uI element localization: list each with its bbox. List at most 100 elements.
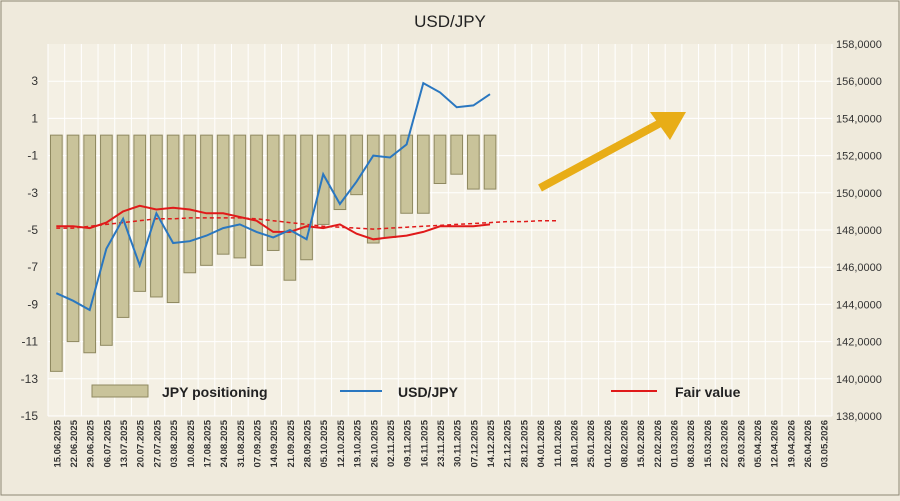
left-tick-label: -13 (21, 372, 39, 386)
legend-item-positioning: JPY positioning (91, 384, 268, 400)
legend: JPY positioning USD/JPY Fair value (91, 384, 741, 400)
bar-positioning (450, 134, 464, 175)
bar-positioning (266, 134, 280, 251)
chart-title: USD/JPY (414, 12, 486, 31)
x-tick-label: 22.06.2025 (69, 419, 80, 467)
left-tick-label: -3 (27, 186, 38, 200)
fair-value-series (56, 204, 557, 241)
bar-positioning (333, 134, 347, 211)
bar-positioning (116, 134, 130, 318)
bar-positioning (133, 134, 147, 292)
bar-positioning (283, 134, 297, 281)
legend-label-positioning: JPY positioning (162, 384, 268, 400)
x-tick-label: 11.01.2026 (553, 420, 564, 467)
x-tick-label: 05.10.2025 (319, 419, 330, 467)
right-tick-label: 148,0000 (836, 225, 882, 237)
x-tick-label: 16.11.2025 (419, 419, 430, 467)
bar-positioning (483, 134, 497, 190)
x-tick-label: 29.06.2025 (86, 419, 97, 467)
left-tick-label: 1 (31, 111, 38, 125)
x-tick-label: 30.11.2025 (453, 419, 464, 467)
x-tick-label: 23.11.2025 (436, 419, 447, 467)
x-tick-label: 21.12.2025 (503, 419, 514, 467)
bar-positioning (400, 134, 413, 214)
x-tick-label: 28.12.2025 (519, 419, 530, 467)
x-tick-label: 19.10.2025 (353, 419, 364, 467)
x-tick-label: 24.08.2025 (219, 419, 230, 467)
x-tick-label: 10.08.2025 (186, 419, 197, 467)
left-tick-label: -1 (27, 149, 38, 163)
arrow-shaft (538, 117, 666, 192)
right-tick-label: 146,0000 (836, 262, 882, 274)
legend-item-usdjpy: USD/JPY (340, 384, 459, 400)
x-tick-label: 26.10.2025 (369, 419, 380, 467)
x-tick-label: 12.04.2026 (770, 420, 781, 468)
x-tick-label: 31.08.2025 (236, 419, 247, 467)
bar-positioning (50, 134, 63, 372)
x-tick-label: 04.01.2026 (536, 420, 547, 468)
right-tick-label: 138,0000 (836, 411, 882, 423)
left-tick-label: -7 (27, 260, 38, 274)
x-tick-label: 03.05.2026 (820, 420, 831, 468)
x-tick-label: 15.06.2025 (52, 419, 63, 467)
x-tick-label: 08.03.2026 (686, 420, 697, 468)
x-tick-label: 19.04.2026 (786, 420, 797, 468)
right-tick-label: 158,0000 (836, 39, 882, 51)
x-tick-label: 02.11.2025 (386, 419, 397, 467)
x-tick-label: 20.07.2025 (136, 419, 147, 467)
x-tick-label: 05.04.2026 (753, 420, 764, 468)
x-tick-label: 17.08.2025 (202, 419, 213, 467)
arrow-head (650, 112, 686, 140)
bar-positioning (66, 134, 80, 343)
right-axis: 158,0000 156,0000 154,0000 152,0000 150,0000… (836, 39, 882, 423)
right-tick-label: 156,0000 (836, 76, 882, 88)
fair-value-line (56, 204, 491, 241)
bar-positioning (166, 134, 180, 304)
bar-positioning (467, 134, 480, 190)
legend-swatch-bar (91, 384, 149, 398)
x-tick-label: 01.03.2026 (670, 420, 681, 468)
bar-positioning (216, 134, 230, 255)
right-tick-label: 154,0000 (836, 113, 882, 125)
x-tick-label: 01.02.2026 (603, 420, 614, 468)
x-axis: 15.06.2025 22.06.2025 29.06.2025 06.07.2025… (52, 419, 830, 467)
bar-positioning (366, 134, 380, 244)
right-tick-label: 140,0000 (836, 374, 882, 386)
x-tick-label: 09.11.2025 (403, 419, 414, 467)
x-tick-label: 22.02.2026 (653, 420, 664, 468)
x-tick-label: 25.01.2026 (586, 420, 597, 468)
positioning-bars (50, 134, 497, 372)
bar-positioning (433, 134, 447, 184)
bar-positioning (416, 134, 430, 214)
x-tick-label: 03.08.2025 (169, 419, 180, 467)
x-tick-label: 18.01.2026 (569, 420, 580, 468)
bar-positioning (200, 134, 213, 266)
x-tick-label: 15.03.2026 (703, 420, 714, 468)
left-tick-label: 3 (31, 74, 38, 88)
usdjpy-line (55, 81, 491, 312)
right-tick-label: 150,0000 (836, 188, 882, 200)
bar-positioning (316, 134, 330, 225)
x-tick-label: 08.02.2026 (619, 420, 630, 468)
left-tick-label: -11 (22, 335, 39, 349)
x-tick-label: 21.09.2025 (286, 419, 297, 467)
x-tick-label: 13.07.2025 (119, 419, 130, 467)
right-tick-label: 142,0000 (836, 337, 882, 349)
right-tick-label: 144,0000 (836, 299, 882, 311)
bar-positioning (83, 134, 97, 354)
bar-positioning (250, 134, 263, 266)
usdjpy-series (55, 81, 491, 312)
x-tick-label: 15.02.2026 (636, 420, 647, 468)
left-tick-label: -15 (21, 409, 39, 423)
x-tick-label: 14.12.2025 (486, 419, 497, 467)
left-tick-label: -9 (27, 297, 38, 311)
trend-arrow (538, 112, 686, 192)
right-tick-label: 152,0000 (836, 151, 882, 163)
x-tick-label: 07.09.2025 (253, 419, 264, 467)
x-tick-label: 28.09.2025 (303, 419, 314, 467)
x-tick-label: 22.03.2026 (720, 420, 731, 468)
x-tick-label: 07.12.2025 (469, 419, 480, 467)
bar-positioning (183, 134, 197, 274)
